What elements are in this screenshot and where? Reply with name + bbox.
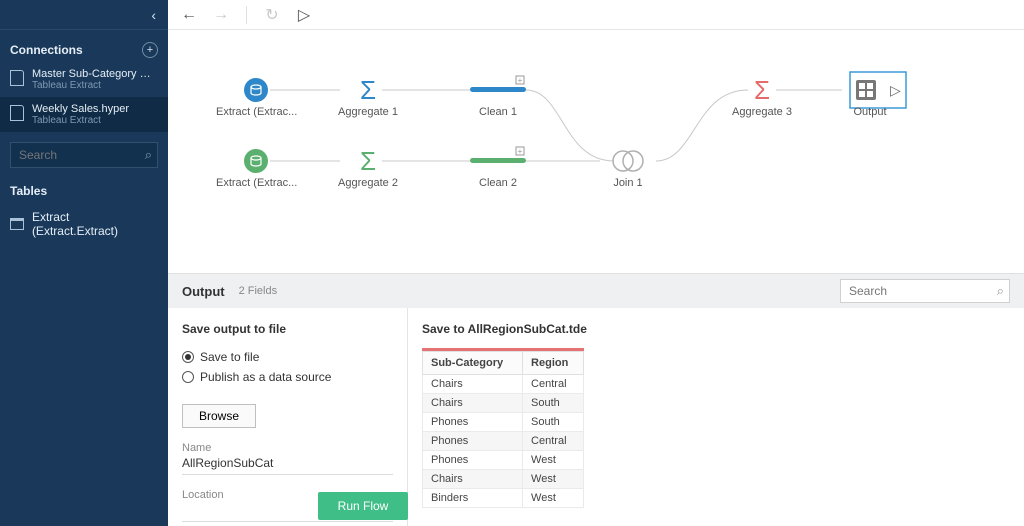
flow-node-label: Aggregate 1 [328,106,408,118]
radio-icon [182,371,194,383]
name-value[interactable]: AllRegionSubCat [182,456,393,475]
add-connection-button[interactable]: + [142,42,158,58]
table-cell: West [523,451,584,470]
connection-item[interactable]: Weekly Sales.hyper Tableau Extract [0,97,168,132]
sidebar: ‹ Connections + Master Sub-Category Li..… [0,0,168,526]
main: ← → ↻ ▷ Σ + Σ ▷ Σ + Extract (Extrac... Aggrega… [168,0,1024,526]
output-settings-pane: Save output to file Save to file Publish… [168,308,408,526]
table-cell: West [523,489,584,508]
table-cell: Central [523,432,584,451]
table-cell: West [523,470,584,489]
output-search-input[interactable] [840,279,1010,303]
document-icon [10,105,24,121]
flow-node-label: Aggregate 2 [328,177,408,189]
save-output-heading: Save output to file [182,322,393,336]
run-flow-button[interactable]: Run Flow [318,492,408,520]
connection-item[interactable]: Master Sub-Category Li... Tableau Extrac… [0,62,168,97]
sidebar-search-input[interactable] [10,142,158,168]
preview-table: Sub-CategoryRegion ChairsCentralChairsSo… [422,351,584,508]
connections-title: Connections [10,43,83,57]
output-panel-header: Output 2 Fields ⌕ [168,274,1024,308]
search-icon: ⌕ [145,147,152,163]
flow-node-label: Extract (Extrac... [216,106,296,118]
output-panel: Output 2 Fields ⌕ Save output to file Sa… [168,273,1024,526]
flow-node-label: Aggregate 3 [722,106,802,118]
preview-col-header[interactable]: Sub-Category [423,352,523,375]
table-cell: Central [523,375,584,394]
back-button[interactable]: ← [178,4,200,26]
flow-node-label: Clean 2 [458,177,538,189]
output-preview-pane: Save to AllRegionSubCat.tde Sub-Category… [408,308,1024,526]
refresh-button[interactable]: ↻ [261,4,283,26]
document-icon [10,70,24,86]
table-cell: Binders [423,489,523,508]
table-cell: Chairs [423,394,523,413]
flow-node-label: Extract (Extrac... [216,177,296,189]
preview-table-wrap: Sub-CategoryRegion ChairsCentralChairsSo… [422,348,584,508]
flow-node-label: Clean 1 [458,106,538,118]
table-cell: South [523,394,584,413]
table-row[interactable]: BindersWest [423,489,584,508]
output-body: Save output to file Save to file Publish… [168,308,1024,526]
table-row[interactable]: PhonesWest [423,451,584,470]
connection-sub: Tableau Extract [32,80,152,91]
table-cell: Chairs [423,470,523,489]
flow-svg: Σ + Σ ▷ Σ + [168,30,1024,273]
radio-label: Publish as a data source [200,370,331,384]
table-cell: South [523,413,584,432]
output-title: Output [182,284,225,299]
table-cell: Phones [423,432,523,451]
sidebar-collapse-bar[interactable]: ‹ [0,0,168,30]
table-name: Extract (Extract.Extract) [32,210,158,238]
table-item[interactable]: Extract (Extract.Extract) [0,204,168,244]
table-row[interactable]: PhonesSouth [423,413,584,432]
radio-icon [182,351,194,363]
chevron-left-icon: ‹ [151,7,156,23]
svg-text:+: + [518,147,523,156]
connection-name: Master Sub-Category Li... [32,68,152,80]
radio-label: Save to file [200,350,259,364]
table-row[interactable]: ChairsCentral [423,375,584,394]
flow-node-label: Join 1 [588,177,668,189]
run-button[interactable]: ▷ [293,4,315,26]
save-to-heading: Save to AllRegionSubCat.tde [422,322,1010,336]
toolbar: ← → ↻ ▷ [168,0,1024,30]
svg-text:Σ: Σ [360,75,376,105]
flow-node-label: Output [830,106,910,118]
table-row[interactable]: PhonesCentral [423,432,584,451]
output-search-wrap: ⌕ [840,279,1010,303]
toolbar-divider [246,6,247,24]
svg-text:Σ: Σ [754,75,770,105]
svg-text:▷: ▷ [890,82,901,98]
table-cell: Phones [423,451,523,470]
connection-name: Weekly Sales.hyper [32,103,129,115]
name-label: Name [182,442,393,454]
preview-col-header[interactable]: Region [523,352,584,375]
sidebar-search: ⌕ [10,142,158,168]
svg-text:Σ: Σ [360,146,376,176]
name-field: Name AllRegionSubCat [182,442,393,475]
output-fields-count: 2 Fields [239,285,278,297]
svg-text:+: + [518,76,523,85]
connection-sub: Tableau Extract [32,115,129,126]
connections-header: Connections + [0,30,168,62]
table-row[interactable]: ChairsWest [423,470,584,489]
radio-save-to-file[interactable]: Save to file [182,350,393,364]
table-row[interactable]: ChairsSouth [423,394,584,413]
search-icon: ⌕ [997,283,1004,299]
table-cell: Chairs [423,375,523,394]
browse-button[interactable]: Browse [182,404,256,428]
radio-publish[interactable]: Publish as a data source [182,370,393,384]
tables-title: Tables [0,178,168,204]
table-cell: Phones [423,413,523,432]
flow-canvas[interactable]: Σ + Σ ▷ Σ + Extract (Extrac... Aggregate 1 Clea… [168,30,1024,273]
table-icon [10,218,24,230]
forward-button: → [210,4,232,26]
